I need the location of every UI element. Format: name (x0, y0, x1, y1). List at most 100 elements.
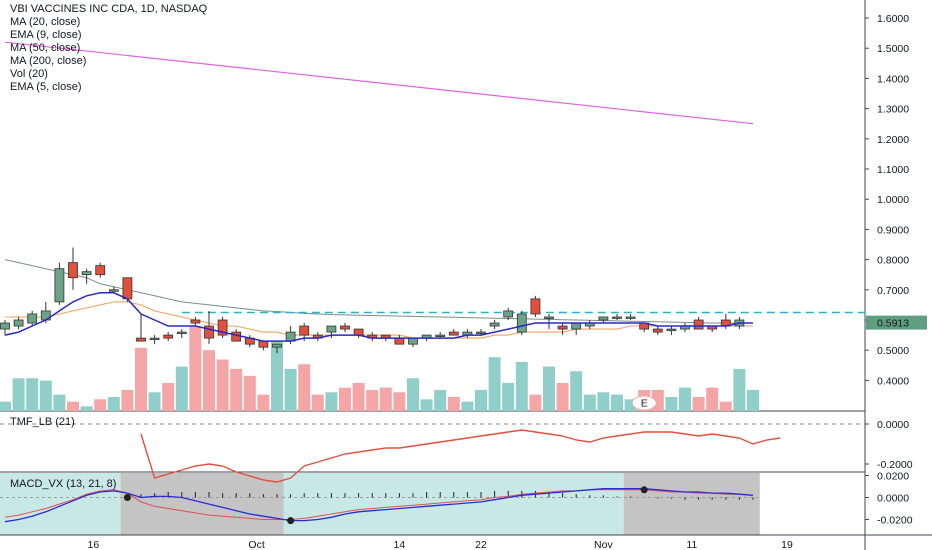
candle (272, 343, 282, 354)
volume-bar (719, 401, 732, 411)
volume-bar (162, 382, 175, 411)
volume-bar (352, 382, 365, 411)
tmf-axis-label: -0.2000 (877, 459, 913, 471)
candle-body (544, 316, 554, 319)
candle (176, 329, 187, 339)
volume-bar (175, 366, 188, 411)
candle (544, 313, 554, 330)
candle (81, 268, 92, 284)
date-axis-label: 19 (781, 539, 793, 550)
volume-bar (39, 380, 52, 411)
macd-background-segment (623, 473, 760, 535)
candle (435, 332, 446, 339)
volume-bar (706, 387, 719, 411)
candle-body (326, 325, 337, 333)
volume-bar (284, 368, 297, 411)
candle (54, 262, 65, 305)
candle-body (136, 337, 146, 342)
candle-body (489, 322, 500, 327)
macd-cross-dot (123, 494, 131, 501)
candle-body (612, 316, 622, 319)
candle (149, 335, 160, 345)
volume-bar (12, 378, 25, 411)
date-axis-label: Nov (594, 539, 613, 550)
volume-bar (379, 387, 392, 411)
legend-ma200: MA (200, close) (10, 55, 87, 67)
date-axis-label: 14 (394, 539, 406, 550)
candle-body (530, 298, 541, 315)
candle-body (516, 313, 527, 333)
price-axis-label: 1.5000 (877, 43, 909, 55)
volume-bar (203, 350, 215, 411)
candle (516, 310, 527, 336)
candle-body (340, 325, 350, 330)
macd-axis-label: -0.0200 (877, 515, 913, 527)
candle (217, 316, 228, 339)
candle (598, 316, 609, 324)
macd-cross-dot (640, 486, 648, 494)
macd-label: MACD_VX (13, 21, 8) (10, 478, 117, 490)
candle-body (122, 277, 133, 300)
volume-bar (679, 387, 691, 411)
volume-bar (311, 394, 324, 411)
candle (666, 326, 677, 336)
price-axis-label: 0.5000 (877, 345, 909, 357)
volume-bar (135, 347, 147, 411)
volume-bar (434, 389, 447, 411)
price-axis-label: 1.4000 (877, 73, 909, 85)
symbol-title: VBI VACCINES INC CDA, 1D, NASDAQ (10, 3, 208, 15)
candle (204, 310, 214, 345)
volume-bar (80, 406, 93, 411)
volume-bar (611, 394, 623, 411)
volume-bar (420, 399, 433, 411)
volume-bar (529, 394, 542, 411)
volume-bar (461, 401, 474, 411)
candle-body (149, 337, 160, 341)
volume-bar (26, 378, 39, 411)
candle (13, 316, 24, 330)
candle-body (625, 316, 636, 319)
volume-bar (216, 359, 229, 411)
macd-cross-dot (287, 517, 295, 525)
volume-bar (67, 401, 79, 411)
candle (612, 313, 622, 320)
volume-bar (257, 394, 270, 411)
candle-body (571, 322, 582, 330)
volume-bar (0, 401, 11, 411)
candle (530, 295, 541, 317)
volume-bar (543, 366, 555, 411)
volume-bar (583, 394, 596, 411)
macd-background-segment (120, 473, 284, 535)
tmf-line (140, 429, 781, 483)
candle-body (176, 331, 187, 334)
candle (27, 310, 38, 327)
tmf-axis-label: 0.0000 (877, 419, 909, 431)
candle (693, 316, 704, 330)
volume-bar (692, 396, 705, 411)
date-axis-label: 22 (475, 539, 487, 550)
volume-bar (148, 392, 161, 411)
volume-bar (665, 396, 678, 411)
candle-body (163, 334, 174, 339)
candle (340, 323, 350, 333)
volume-bar (271, 340, 283, 411)
volume-bar (597, 392, 610, 411)
ma200-line (4, 41, 754, 125)
candle (0, 320, 10, 336)
volume-bar (94, 399, 107, 411)
candle-body (27, 313, 38, 324)
candle-body (408, 337, 418, 345)
candle-body (68, 262, 78, 279)
volume-bar (189, 326, 202, 411)
volume-bar (447, 396, 460, 411)
candle (489, 320, 500, 330)
candle-body (217, 319, 228, 336)
candle (136, 313, 146, 342)
volume-bar (515, 361, 528, 411)
candle-body (81, 271, 92, 276)
candle-body (693, 319, 704, 330)
price-axis-label: 1.2000 (877, 134, 909, 146)
candle (652, 326, 663, 336)
candle-body (95, 265, 106, 276)
